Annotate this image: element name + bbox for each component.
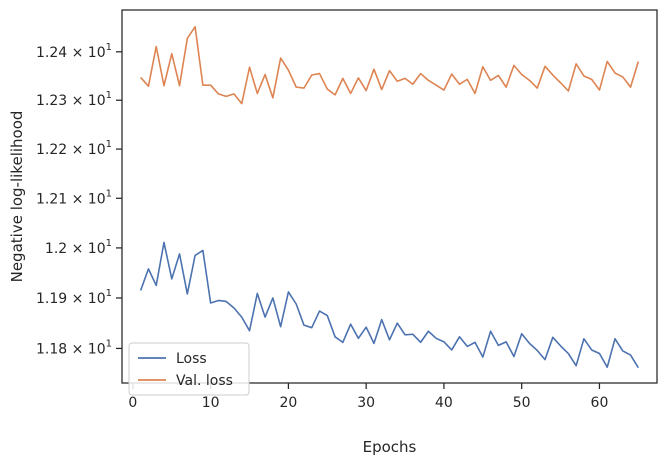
x-tick-label: 50 (513, 395, 531, 411)
x-axis-label: Epochs (363, 438, 417, 456)
x-tick-label: 30 (357, 395, 375, 411)
x-tick-label: 0 (128, 395, 137, 411)
legend-entry-label: Loss (176, 351, 207, 367)
x-tick-label: 40 (435, 395, 453, 411)
y-tick-label: 1.23 × 101 (36, 90, 112, 109)
y-tick-label: 1.18 × 101 (36, 338, 112, 357)
y-tick-label: 1.22 × 101 (36, 139, 112, 158)
y-axis-label: Negative log-likelihood (8, 111, 26, 283)
x-axis: 0 10 20 30 40 50 60 (128, 383, 608, 411)
y-tick-label: 1.24 × 101 (36, 42, 112, 61)
x-tick-label: 60 (591, 395, 609, 411)
y-axis: 1.18 × 101 1.19 × 101 1.2 × 101 1.21 × 101 1… (36, 42, 122, 357)
x-tick-label: 20 (279, 395, 297, 411)
y-tick-label: 1.19 × 101 (36, 288, 112, 307)
legend-entry-label: Val. loss (176, 373, 233, 389)
legend-box (128, 342, 250, 396)
y-tick-label: 1.2 × 101 (45, 238, 112, 257)
x-tick-label: 10 (202, 395, 220, 411)
series-layer (139, 25, 640, 369)
legend: Loss Val. loss (128, 342, 250, 396)
plot-frame (121, 9, 658, 384)
series-line-loss (139, 241, 640, 369)
y-tick-label: 1.21 × 101 (36, 188, 112, 207)
series-line-val-loss (140, 25, 640, 105)
